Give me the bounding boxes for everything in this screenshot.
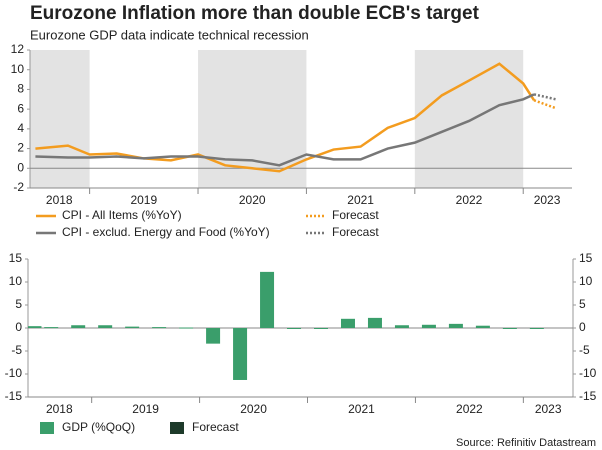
bar [421,324,436,328]
y-tick-label: -2 [13,180,24,194]
y-tick-label: 2 [17,141,24,155]
y2-tick-label: -10 [579,366,597,380]
x-tick-label: 2020 [240,402,267,416]
y-tick-label: 8 [17,82,24,96]
y-tick-label: 4 [17,121,24,135]
y-tick-label: 6 [17,101,24,115]
y-tick-label: 15 [9,251,23,265]
y2-tick-label: 0 [579,320,586,334]
bar [260,271,275,328]
legend-swatch [170,422,184,434]
x-tick-label: 2018 [46,402,73,416]
y-tick-label: 10 [9,274,23,288]
bar [529,328,544,329]
legend-label: CPI - exclud. Energy and Food (%YoY) [62,225,270,239]
bar [394,325,409,328]
bar [206,328,221,344]
bar [502,328,517,329]
x-tick-label: 2023 [535,402,562,416]
x-tick-label: 2023 [534,193,561,207]
y2-tick-label: -5 [579,343,590,357]
x-tick-label: 2022 [456,402,483,416]
y-tick-label: 0 [15,320,22,334]
title: Eurozone Inflation more than double ECB'… [30,3,480,24]
bar [287,328,302,329]
y2-tick-label: 5 [579,297,586,311]
bar [152,327,167,329]
x-tick-label: 2022 [456,193,483,207]
y-tick-label: 0 [17,160,24,174]
y2-tick-label: 15 [579,251,593,265]
y-tick-label: -15 [5,389,23,403]
x-tick-label: 2021 [347,193,374,207]
year-shade [30,50,90,188]
x-tick-label: 2018 [46,193,73,207]
legend-swatch [40,422,54,434]
y-tick-label: -5 [11,343,22,357]
series-line [35,62,536,173]
series-line [533,93,557,101]
year-shade [198,50,307,188]
series-line [35,93,535,167]
legend-label: GDP (%QoQ) [62,420,135,434]
series-line [533,99,557,110]
bar [98,325,113,328]
x-tick-label: 2021 [348,402,375,416]
bar [44,327,59,329]
bar [367,317,382,328]
y2-tick-label: 10 [579,274,593,288]
bar [233,328,248,380]
y-tick-label: 10 [11,62,25,76]
legend-label: Forecast [192,420,239,434]
bar [448,323,463,328]
subtitle: Eurozone GDP data indicate technical rec… [30,27,309,42]
y-tick-label: 5 [15,297,22,311]
bar [314,328,329,329]
year-shade [414,50,524,188]
bar [71,325,86,328]
legend-label: Forecast [332,225,379,239]
source: Source: Refinitiv Datastream [456,437,596,449]
legend-label: Forecast [332,208,379,222]
bar [340,318,355,328]
bar [28,326,42,328]
bar [125,326,140,328]
x-tick-label: 2020 [239,193,266,207]
y2-tick-label: -15 [579,389,597,403]
y-tick-label: 12 [11,42,25,56]
y-tick-label: -10 [5,366,23,380]
x-tick-label: 2019 [132,402,159,416]
x-tick-label: 2019 [130,193,157,207]
bar [475,325,490,328]
bar [179,327,194,329]
legend-label: CPI - All Items (%YoY) [62,208,182,222]
